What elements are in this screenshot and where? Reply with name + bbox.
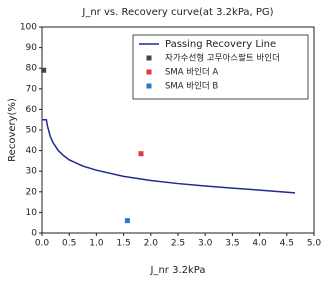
y-tick-label: 70 (26, 84, 38, 94)
x-tick-label: 0.5 (62, 239, 76, 249)
data-line (42, 118, 296, 194)
x-tick-label: 5.0 (307, 239, 322, 249)
x-tick-label: 0.0 (35, 239, 50, 249)
y-axis-title: Recovery(%) (7, 98, 18, 162)
y-tick-label: 80 (26, 64, 38, 74)
x-tick-label: 1.5 (116, 239, 130, 249)
legend-swatch (146, 55, 152, 61)
x-tick-label: 2.0 (144, 239, 159, 249)
x-tick-label: 3.5 (225, 239, 239, 249)
y-tick-label: 50 (26, 126, 38, 136)
y-tick-label: 20 (26, 187, 38, 197)
data-point (41, 67, 47, 73)
data-point (124, 218, 130, 224)
legend-box (132, 34, 309, 100)
x-tick-label: 1.0 (89, 239, 104, 249)
x-tick-label: 4.0 (252, 239, 267, 249)
legend-label: SMA 바인더 A (165, 67, 218, 78)
x-axis-title: J_nr 3.2kPa (150, 265, 206, 276)
y-tick-label: 100 (20, 23, 37, 33)
legend-swatch (146, 83, 152, 89)
y-tick-label: 30 (26, 167, 38, 177)
legend-swatch (146, 69, 152, 75)
x-tick-label: 3.0 (198, 239, 213, 249)
y-tick-label: 10 (26, 208, 38, 218)
chart-title: J_nr vs. Recovery curve(at 3.2kPa, PG) (81, 7, 273, 18)
y-tick-label: 60 (26, 105, 38, 115)
x-tick-label: 4.5 (280, 239, 294, 249)
y-tick-label: 0 (31, 229, 37, 239)
y-tick-label: 90 (26, 43, 38, 53)
legend-label: SMA 바인더 B (165, 81, 218, 92)
y-tick-label: 40 (26, 146, 38, 156)
data-point (138, 151, 144, 157)
legend-label: Passing Recovery Line (165, 39, 276, 50)
legend-label: 자가수선형 고무아스팔트 바인더 (165, 53, 280, 64)
x-tick-label: 2.5 (171, 239, 185, 249)
